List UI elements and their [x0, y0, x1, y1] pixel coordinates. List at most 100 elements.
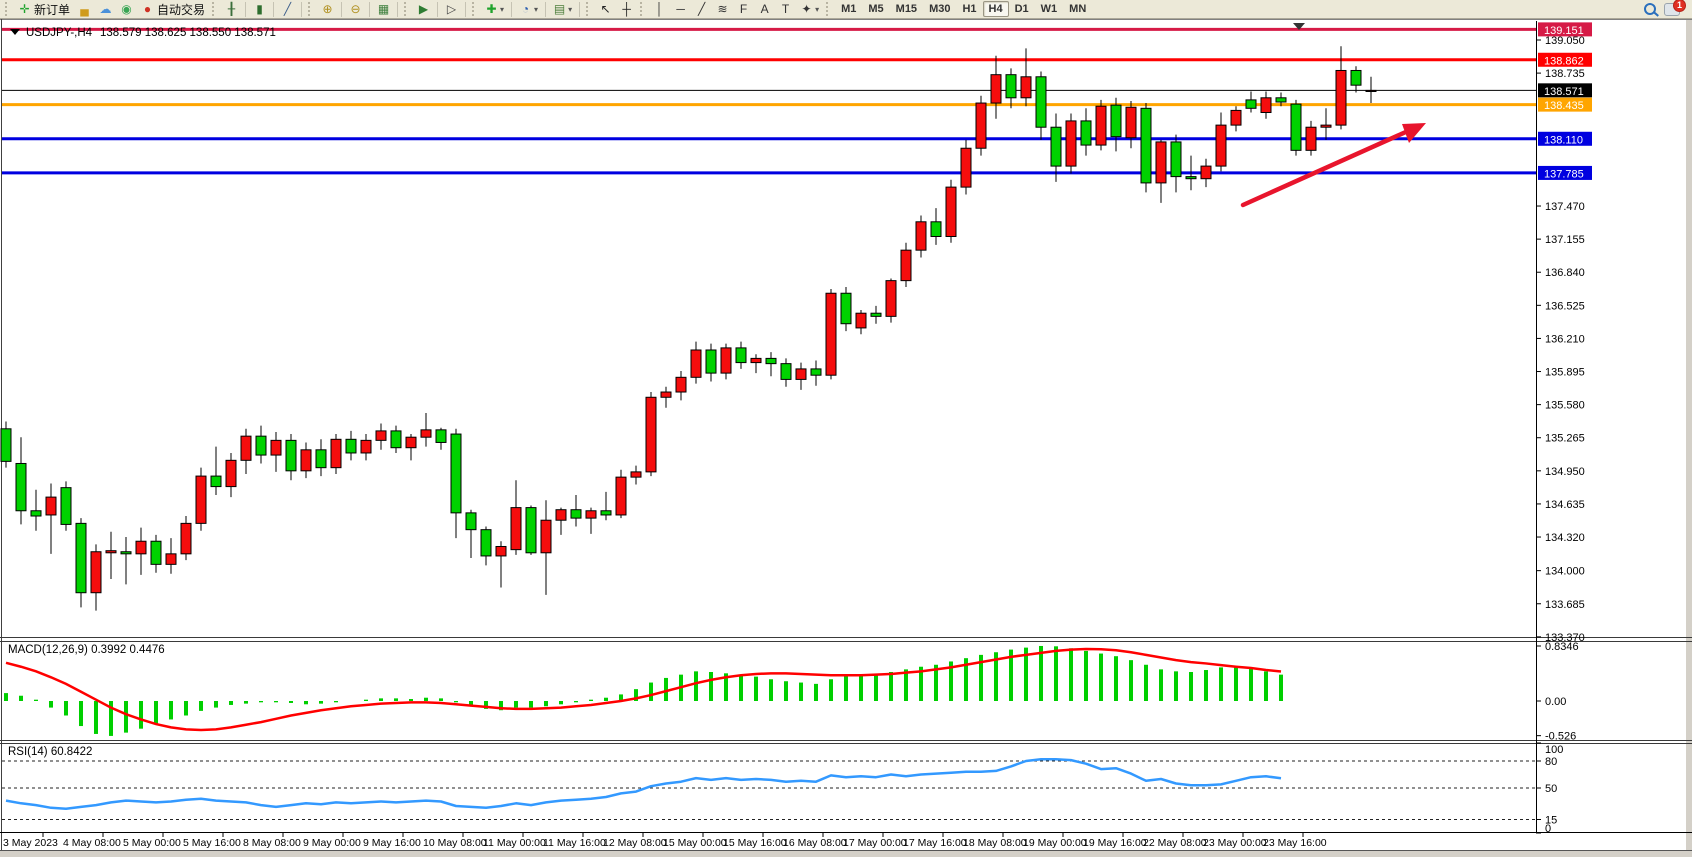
trend-arrow[interactable]: [1240, 123, 1426, 208]
timeframe-h4-button[interactable]: H4: [982, 1, 1009, 17]
search-icon[interactable]: [1644, 3, 1656, 15]
signals-icon[interactable]: ◉: [116, 0, 137, 19]
timeframe-m15-button[interactable]: M15: [895, 3, 918, 15]
price-axis-label: 136.210: [1545, 333, 1585, 345]
vertical-line-icon: │: [655, 2, 664, 16]
fibonacci-button[interactable]: F: [733, 0, 754, 19]
toolbar-separator: [369, 1, 371, 17]
candle: [300, 442, 312, 479]
toolbar-grip[interactable]: [212, 2, 218, 16]
zoom-in-button[interactable]: ⊕: [317, 0, 338, 19]
candle: [1080, 108, 1092, 156]
timeframe-w1-button[interactable]: W1: [1040, 3, 1058, 15]
chart-shift-button[interactable]: ▷: [441, 0, 462, 19]
candle: [1215, 112, 1227, 172]
chevron-down-icon[interactable]: ▾: [500, 4, 505, 14]
price-axis-label: 135.895: [1545, 367, 1585, 379]
community-icon[interactable]: ☁: [95, 0, 116, 19]
crosshair-button[interactable]: ┼: [616, 0, 637, 19]
toolbar-grip[interactable]: [586, 2, 592, 16]
charts-icon[interactable]: ▄: [74, 0, 95, 19]
line-chart-icon: ╱: [283, 2, 292, 16]
text-button[interactable]: A: [754, 0, 775, 19]
window-edge: [1686, 19, 1692, 857]
candle: [105, 531, 117, 580]
toolbar-grip[interactable]: [826, 2, 832, 16]
chart-area[interactable]: 139.050 138.735 137.470 137.155 136.840 136.5…: [0, 19, 1692, 857]
cursor-icon: ↖: [600, 2, 611, 16]
charts-icon-icon: ▄: [80, 2, 89, 16]
templates-button[interactable]: ▤ ▾: [549, 0, 576, 19]
tile-windows-button[interactable]: ▦: [373, 0, 394, 19]
toolbar-grip[interactable]: [640, 2, 646, 16]
candlestick-series: [0, 46, 1377, 611]
horizontal-line-button[interactable]: ─: [670, 0, 691, 19]
horizontal-line-icon: ─: [676, 2, 685, 16]
timeframe-m1-button[interactable]: M1: [841, 3, 857, 15]
tile-windows-icon: ▦: [377, 2, 390, 16]
timeframe-d1-button[interactable]: D1: [1014, 3, 1029, 15]
toolbar-grip[interactable]: [5, 2, 11, 16]
symbol-label: USDJPY-,H4: [26, 27, 93, 39]
candle: [690, 341, 702, 384]
candle: [1065, 113, 1077, 174]
auto-scroll-button[interactable]: ▶: [413, 0, 434, 19]
price-axis-label: 134.000: [1545, 566, 1585, 578]
timeframe-m5-button[interactable]: M5: [868, 3, 884, 15]
candle: [1020, 48, 1032, 107]
toolbar-grip[interactable]: [472, 2, 478, 16]
equidistant-channel-button[interactable]: ≋: [712, 0, 733, 19]
date-axis-label: 16 May 08:00: [783, 837, 847, 849]
price-axis-label: 136.840: [1545, 267, 1585, 279]
text-label-button[interactable]: T: [775, 0, 796, 19]
candle: [1260, 91, 1272, 119]
chart-background: [0, 19, 1692, 857]
candle: [375, 423, 387, 450]
periods-button[interactable]: ◔ ▾: [515, 0, 542, 19]
timeframe-h1-button[interactable]: H1: [962, 3, 977, 15]
toolbar-grip[interactable]: [308, 2, 314, 16]
candle: [1245, 91, 1257, 113]
chevron-down-icon[interactable]: ▾: [815, 4, 820, 14]
new-order-button[interactable]: ✛ 新订单: [14, 0, 74, 19]
price-axis-label: 137.155: [1545, 234, 1585, 246]
candle: [1125, 100, 1137, 149]
line-chart-button[interactable]: ╱: [277, 0, 298, 19]
candle: [660, 386, 672, 408]
candle: [915, 215, 927, 258]
candle: [675, 371, 687, 401]
toolbar-grip[interactable]: [404, 2, 410, 16]
bar-chart-button[interactable]: ╂: [221, 0, 242, 19]
collapse-icon[interactable]: [10, 29, 20, 35]
new-order-icon: ✛: [19, 2, 30, 16]
trendline-button[interactable]: ╱: [691, 0, 712, 19]
arrows-button[interactable]: ✦ ▾: [796, 0, 823, 19]
candle: [570, 494, 582, 527]
zoom-out-button[interactable]: ⊖: [345, 0, 366, 19]
svg-text:138.571: 138.571: [1544, 86, 1584, 98]
autotrading-icon: ●: [143, 2, 152, 16]
svg-text:138.862: 138.862: [1544, 55, 1584, 67]
candle: [1110, 97, 1122, 152]
candlestick-icon: ▮: [256, 2, 263, 16]
vertical-line-button[interactable]: │: [649, 0, 670, 19]
candle: [855, 310, 867, 335]
cursor-button[interactable]: ↖: [595, 0, 616, 19]
autotrading-button[interactable]: ● 自动交易: [137, 0, 209, 19]
candle: [225, 452, 237, 498]
timeframe-mn-button[interactable]: MN: [1069, 3, 1087, 15]
price-badge: 138.571: [1538, 83, 1592, 98]
price-badge: 138.110: [1538, 131, 1592, 146]
chart-shift-marker[interactable]: [1293, 23, 1305, 30]
candlestick-button[interactable]: ▮: [249, 0, 270, 19]
candle: [960, 139, 972, 195]
chevron-down-icon[interactable]: ▾: [534, 4, 539, 14]
date-axis-label: 8 May 08:00: [243, 837, 301, 849]
chat-icon[interactable]: 1: [1664, 0, 1686, 16]
timeframe-m30-button[interactable]: M30: [929, 3, 951, 15]
chevron-down-icon[interactable]: ▾: [568, 4, 573, 14]
candle: [990, 55, 1002, 119]
date-axis-label: 18 May 08:00: [963, 837, 1027, 849]
text-label-icon: T: [781, 2, 790, 16]
indicators-button[interactable]: ✚ ▾: [481, 0, 508, 19]
